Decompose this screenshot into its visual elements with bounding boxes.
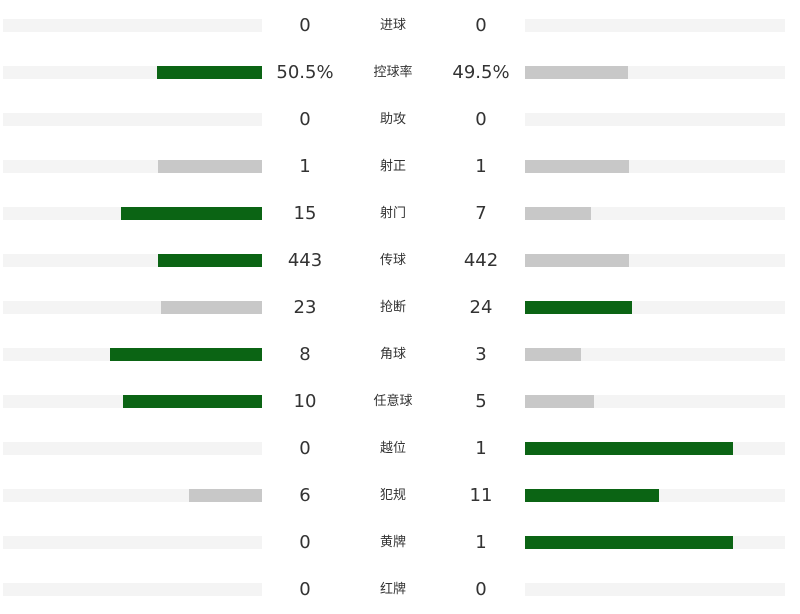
stat-row: 15 射门 7: [0, 190, 800, 237]
stat-row: 0 红牌 0: [0, 566, 800, 613]
home-bar-fill: [189, 489, 262, 502]
away-bar-track: [525, 536, 785, 549]
away-value: 3: [475, 344, 487, 365]
away-bar-fill: [525, 254, 629, 267]
away-bar-track: [525, 583, 785, 596]
home-bar-track: [3, 348, 262, 361]
away-bar-track: [525, 348, 785, 361]
stat-row: 0 助攻 0: [0, 96, 800, 143]
stat-row: 23 抢断 24: [0, 284, 800, 331]
away-value: 0: [475, 579, 487, 600]
away-value: 1: [475, 532, 487, 553]
away-bar-fill: [525, 489, 659, 502]
stat-row: 1 射正 1: [0, 143, 800, 190]
away-value: 24: [469, 297, 493, 318]
stat-row: 0 进球 0: [0, 2, 800, 49]
home-value: 10: [293, 391, 317, 412]
home-bar-fill: [161, 301, 262, 314]
away-value: 0: [475, 15, 487, 36]
away-bar-track: [525, 254, 785, 267]
home-bar-fill: [158, 160, 262, 173]
stat-row: 0 越位 1: [0, 425, 800, 472]
stat-label: 红牌: [379, 582, 406, 597]
home-bar-track: [3, 442, 262, 455]
home-value: 443: [287, 250, 323, 271]
away-bar-fill: [525, 442, 733, 455]
stat-label: 射门: [379, 206, 406, 221]
home-value: 1: [299, 156, 311, 177]
away-bar-track: [525, 442, 785, 455]
home-bar-fill: [110, 348, 262, 361]
home-bar-fill: [158, 254, 262, 267]
home-bar-track: [3, 160, 262, 173]
away-value: 1: [475, 156, 487, 177]
stat-row: 50.5% 控球率 49.5%: [0, 49, 800, 96]
home-value: 23: [293, 297, 317, 318]
stat-label: 传球: [379, 253, 406, 268]
stat-label: 控球率: [373, 65, 413, 80]
away-bar-fill: [525, 348, 581, 361]
home-bar-track: [3, 301, 262, 314]
away-bar-track: [525, 301, 785, 314]
away-value: 49.5%: [452, 62, 510, 83]
home-bar-track: [3, 489, 262, 502]
stat-label: 角球: [379, 347, 406, 362]
home-value: 15: [293, 203, 317, 224]
home-bar-track: [3, 536, 262, 549]
home-value: 8: [299, 344, 311, 365]
home-bar-track: [3, 207, 262, 220]
home-bar-track: [3, 395, 262, 408]
stat-label: 抢断: [379, 300, 406, 315]
home-value: 0: [299, 438, 311, 459]
stat-label: 进球: [379, 18, 406, 33]
home-bar-track: [3, 583, 262, 596]
stat-label: 越位: [379, 441, 406, 456]
away-bar-fill: [525, 207, 591, 220]
away-bar-fill: [525, 66, 628, 79]
home-bar-track: [3, 66, 262, 79]
home-bar-track: [3, 19, 262, 32]
home-value: 0: [299, 15, 311, 36]
stat-label: 黄牌: [379, 535, 406, 550]
away-bar-track: [525, 66, 785, 79]
home-bar-track: [3, 113, 262, 126]
home-value: 6: [299, 485, 311, 506]
stat-row: 6 犯规 11: [0, 472, 800, 519]
home-bar-track: [3, 254, 262, 267]
home-value: 0: [299, 109, 311, 130]
stat-row: 443 传球 442: [0, 237, 800, 284]
away-bar-track: [525, 19, 785, 32]
away-value: 5: [475, 391, 487, 412]
home-value: 50.5%: [276, 62, 334, 83]
away-bar-fill: [525, 160, 629, 173]
away-bar-track: [525, 489, 785, 502]
stat-label: 助攻: [379, 112, 406, 127]
stat-label: 犯规: [379, 488, 406, 503]
away-bar-track: [525, 113, 785, 126]
away-value: 0: [475, 109, 487, 130]
home-value: 0: [299, 579, 311, 600]
away-bar-track: [525, 395, 785, 408]
home-value: 0: [299, 532, 311, 553]
stat-row: 10 任意球 5: [0, 378, 800, 425]
away-value: 1: [475, 438, 487, 459]
away-value: 11: [469, 485, 493, 506]
home-bar-fill: [123, 395, 262, 408]
away-bar-fill: [525, 536, 733, 549]
stat-row: 8 角球 3: [0, 331, 800, 378]
away-value: 442: [463, 250, 499, 271]
stat-label: 射正: [379, 159, 406, 174]
away-value: 7: [475, 203, 487, 224]
stat-label: 任意球: [373, 394, 413, 409]
home-bar-fill: [121, 207, 262, 220]
away-bar-track: [525, 160, 785, 173]
away-bar-fill: [525, 395, 594, 408]
home-bar-fill: [157, 66, 262, 79]
stat-row: 0 黄牌 1: [0, 519, 800, 566]
away-bar-track: [525, 207, 785, 220]
away-bar-fill: [525, 301, 632, 314]
